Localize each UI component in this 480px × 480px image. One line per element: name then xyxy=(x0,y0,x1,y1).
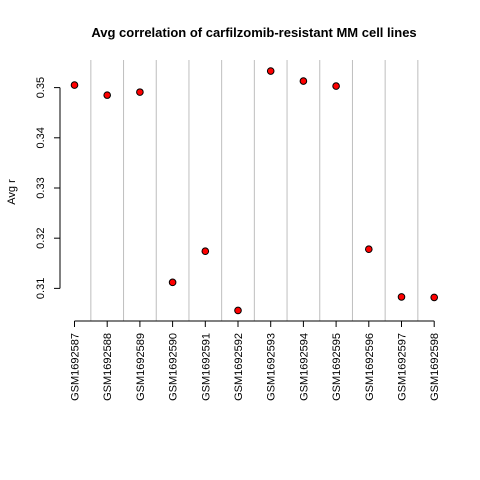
x-tick-label: GSM1692591 xyxy=(200,333,212,401)
y-tick-label: 0.33 xyxy=(35,177,47,198)
x-tick-label: GSM1692589 xyxy=(135,333,147,401)
y-axis-label: Avg r xyxy=(6,179,18,205)
y-tick-label: 0.31 xyxy=(35,278,47,299)
y-axis: 0.31 0.32 0.33 0.34 0.35 xyxy=(35,77,61,299)
x-tick-label: GSM1692594 xyxy=(298,333,310,401)
data-point xyxy=(234,306,242,315)
x-tick-label: GSM1692590 xyxy=(168,333,180,401)
chart-title: Avg correlation of carfilzomib-resistant… xyxy=(91,25,416,40)
data-point xyxy=(201,247,210,256)
data-point xyxy=(299,77,308,85)
x-tick-label: GSM1692592 xyxy=(233,333,245,401)
data-point xyxy=(266,67,275,75)
data-point xyxy=(332,82,340,90)
y-tick-label: 0.34 xyxy=(35,127,47,148)
grid-lines xyxy=(90,60,419,321)
data-point xyxy=(397,293,406,301)
x-axis: GSM1692587 GSM1692588 GSM1692589 GSM1692590… xyxy=(70,320,441,401)
data-point xyxy=(70,81,79,89)
x-tick-label: GSM1692597 xyxy=(397,333,409,401)
data-point xyxy=(136,88,144,96)
data-point xyxy=(103,91,111,99)
x-tick-label: GSM1692595 xyxy=(331,333,343,401)
data-point xyxy=(168,278,177,287)
x-tick-label: GSM1692587 xyxy=(70,333,82,401)
y-tick-label: 0.32 xyxy=(35,227,47,248)
x-tick-label: GSM1692593 xyxy=(266,333,278,401)
x-tick-label: GSM1692598 xyxy=(429,333,441,401)
y-tick-label: 0.35 xyxy=(35,77,47,98)
x-tick-label: GSM1692588 xyxy=(102,333,114,401)
data-point xyxy=(430,293,439,302)
data-point xyxy=(365,245,373,254)
data-points xyxy=(70,67,439,315)
x-tick-label: GSM1692596 xyxy=(364,333,376,401)
